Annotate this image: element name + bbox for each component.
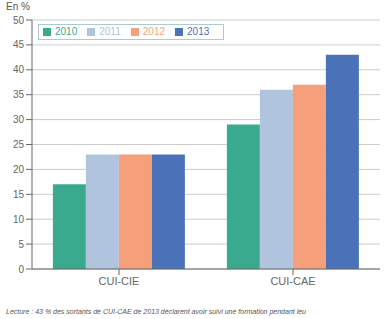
svg-text:50: 50 xyxy=(13,15,25,26)
svg-text:0: 0 xyxy=(18,264,24,275)
html-text:2011: 2011 xyxy=(99,26,121,37)
svg-text:25: 25 xyxy=(13,139,25,150)
svg-text:CUI-CAE: CUI-CAE xyxy=(270,275,315,287)
svg-text:45: 45 xyxy=(13,39,25,50)
svg-text:15: 15 xyxy=(13,189,25,200)
svg-text:5: 5 xyxy=(18,239,24,250)
html-text:2013: 2013 xyxy=(187,26,210,37)
html-text:En %: En % xyxy=(6,1,30,12)
html-text:2012: 2012 xyxy=(142,26,165,37)
svg-text:20: 20 xyxy=(13,164,25,175)
svg-text:35: 35 xyxy=(13,89,25,100)
html-text:2010: 2010 xyxy=(55,26,78,37)
svg-text:40: 40 xyxy=(13,64,25,75)
svg-text:30: 30 xyxy=(13,114,25,125)
svg-text:CUI-CIE: CUI-CIE xyxy=(99,275,140,287)
svg-text:10: 10 xyxy=(13,214,25,225)
html-text:Lecture : 43 % des sortants de: Lecture : 43 % des sortants de CUI-CAE d… xyxy=(6,308,306,315)
